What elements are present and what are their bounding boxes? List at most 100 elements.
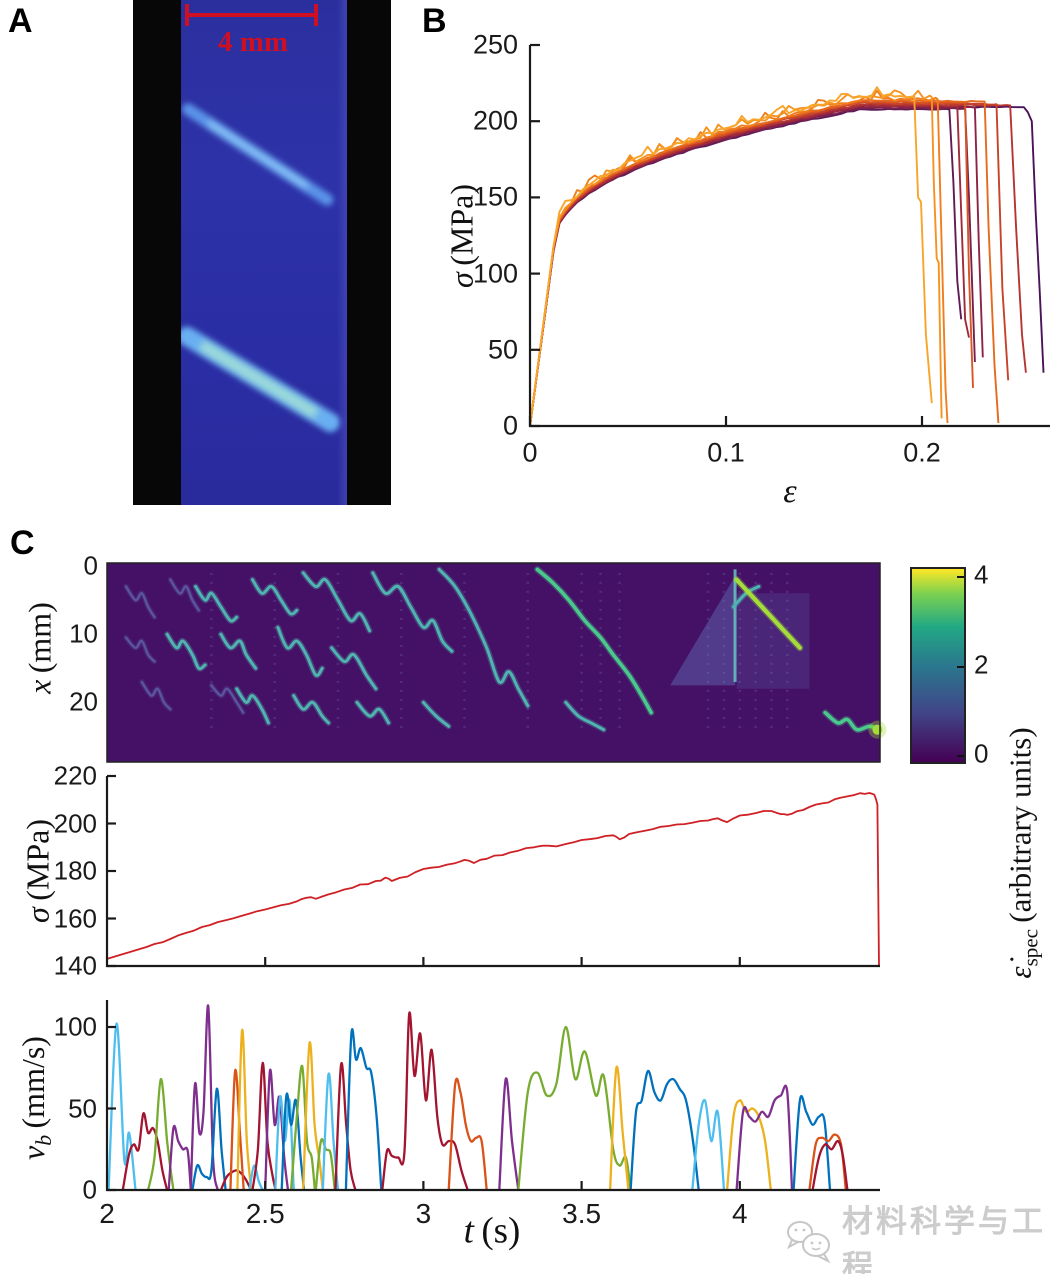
band-trace (371, 571, 454, 653)
velocity-burst (107, 1022, 137, 1191)
kymograph-heatmap (106, 562, 887, 763)
band-trace (169, 578, 200, 612)
watermark-text: 材料科学与工程 (842, 1204, 1046, 1274)
stress-strain-curve (529, 100, 974, 427)
tick-label: 4 (974, 559, 989, 590)
band-trace (437, 567, 530, 708)
kymo-y-axis-label: x (mm) (21, 602, 58, 694)
band-trace (124, 636, 156, 663)
stress-strain-curve (529, 89, 949, 427)
velocity-burst (121, 1112, 169, 1191)
stress-time-chart (105, 774, 880, 968)
velocity-burst (302, 1041, 324, 1191)
specimen-strip (181, 0, 347, 505)
velocity-burst (447, 1077, 488, 1191)
tick-label: 200 (53, 808, 97, 838)
velocity-burst (811, 1139, 849, 1191)
band-trace (210, 684, 245, 714)
colorbar (910, 567, 966, 764)
velocity-burst (248, 1164, 264, 1191)
velocity-burst (629, 1069, 700, 1191)
scale-bar-label: 4 mm (217, 26, 289, 58)
tick-label: 150 (472, 181, 518, 212)
stress-strain-curve (529, 99, 1000, 427)
slip-band-upper (181, 100, 336, 208)
velocity-burst (334, 1061, 357, 1191)
stress-y-axis-label: σ (MPa) (19, 819, 56, 923)
tick-label: 200 (472, 105, 518, 136)
tick-label: 10 (69, 618, 98, 649)
band-velocity-chart (105, 1000, 880, 1192)
velocity-burst (280, 1092, 306, 1191)
panel-a-label: A (8, 2, 33, 40)
stress-strain-curve (529, 106, 976, 427)
tick-label: 20 (69, 686, 98, 717)
velocity-burst (735, 1084, 794, 1191)
velocity-burst (229, 1068, 245, 1191)
tick-label: 250 (472, 29, 518, 60)
stress-strain-curve (529, 105, 984, 427)
colorbar-tick (957, 576, 964, 578)
band-trace (124, 585, 156, 619)
slip-band-lower (181, 323, 344, 436)
watermark: 材料科学与工程 (782, 1196, 1050, 1274)
tick-label: 50 (487, 334, 518, 365)
band-trace (219, 632, 258, 670)
band-trace (732, 585, 761, 609)
tick-label: 0 (502, 410, 518, 441)
b-x-axis-label: ε (783, 473, 797, 510)
stress-strain-curve (529, 89, 943, 427)
tick-label: 0 (83, 550, 98, 581)
velocity-burst (289, 1064, 317, 1191)
band-trace (823, 710, 881, 732)
tick-label: 180 (53, 855, 97, 886)
colorbar-tick (957, 755, 964, 757)
velocity-burst (167, 1125, 192, 1191)
band-haze (736, 593, 810, 689)
colorbar-tick (957, 665, 964, 668)
bright-blob (872, 724, 883, 735)
velocity-y-axis-label: vb (mm/s) (14, 1036, 57, 1160)
velocity-burst (608, 1065, 630, 1191)
tick-label: 0 (82, 1174, 97, 1205)
tick-label: 160 (53, 903, 97, 933)
scale-bar-left-cap (185, 4, 189, 26)
stress-strain-curve (529, 107, 963, 427)
velocity-burst (792, 1094, 832, 1191)
tick-label: 100 (472, 258, 518, 289)
band-trace (734, 577, 802, 650)
velocity-burst (314, 1138, 336, 1191)
band-trace (564, 700, 606, 732)
scale-bar (185, 13, 318, 17)
band-trace (251, 578, 299, 616)
band-trace (355, 700, 391, 725)
band-trace (276, 625, 324, 678)
velocity-burst (191, 1087, 227, 1191)
velocity-burst (725, 1099, 772, 1191)
stress-time-curve (106, 792, 880, 967)
velocity-burst (691, 1098, 726, 1191)
stress-strain-curve (529, 86, 933, 427)
stress-strain-curve (529, 103, 970, 427)
velocity-burst (251, 1061, 277, 1191)
band-trace (292, 694, 330, 725)
tick-label: 140 (53, 950, 97, 981)
tick-label: 220 (53, 760, 97, 791)
band-fan (670, 576, 736, 686)
band-trace (194, 585, 239, 623)
velocity-burst (498, 1077, 520, 1191)
specimen-image: 4 mm (133, 0, 391, 505)
velocity-burst (189, 1004, 219, 1191)
tick-label: 0.2 (903, 437, 941, 468)
band-trace (421, 700, 451, 728)
tick-label: 2.5 (245, 1198, 285, 1229)
panel-b-label: B (422, 2, 447, 40)
band-trace (301, 571, 372, 633)
stress-axes (105, 776, 880, 968)
tick-label: 2 (99, 1198, 115, 1229)
tick-label: 4 (732, 1198, 748, 1229)
wechat-logo-icon (786, 1221, 831, 1264)
tick-label: 0.1 (707, 437, 745, 468)
tick-label: 3.5 (562, 1198, 602, 1229)
band-trace (535, 567, 653, 715)
